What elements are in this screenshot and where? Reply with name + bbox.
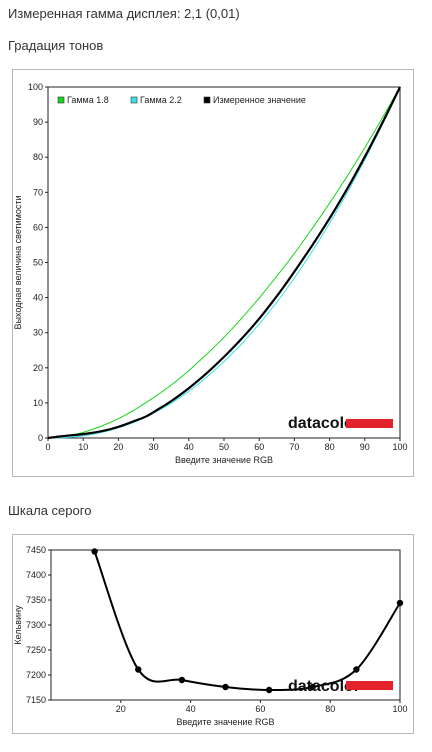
kelvin-point	[222, 683, 229, 691]
gray-y-tick-label: 7300	[26, 620, 46, 630]
tone-x-tick-label: 50	[219, 442, 229, 452]
gray-y-axis-label: Кельвину	[13, 605, 23, 645]
gray-y-tick-label: 7400	[26, 570, 46, 580]
gray-y-tick-label: 7150	[26, 695, 46, 705]
gray-chart: 20 40 60 80 100 7150 7200 7250 7300 7350 7400 7450 В…	[13, 545, 408, 727]
kelvin-point	[353, 666, 360, 673]
datacolor-logo-text-2: datacolor	[288, 678, 360, 695]
tone-y-tick-label: 90	[33, 117, 43, 127]
kelvin-point	[91, 548, 98, 555]
legend-gamma-18-swatch	[57, 96, 65, 104]
gray-y-tick-label: 7450	[26, 545, 46, 555]
kelvin-line	[93, 551, 401, 692]
tone-y-axis-label: Выходная величина светимости	[13, 195, 23, 329]
gray-y-tick-label: 7250	[26, 645, 46, 655]
tone-y-tick-label: 10	[33, 398, 43, 408]
tone-y-tick-label: 80	[33, 152, 43, 162]
datacolor-logo-bar-2	[346, 681, 393, 690]
gray-x-tick-label: 100	[392, 704, 407, 714]
tone-chart-panel: 0 10 20 30 40 50 60 70 80 90 100 0 10 20 30 40 50 60 70 80 9…	[12, 69, 414, 477]
tone-x-tick-label: 20	[113, 442, 123, 452]
gray-x-axis-label: Введите значение RGB	[177, 717, 275, 727]
legend-gamma-22-swatch	[130, 96, 138, 104]
legend-gamma-18-label: Гамма 1.8	[67, 95, 109, 105]
gray-x-tick-label: 60	[255, 704, 265, 714]
kelvin-point	[135, 666, 142, 673]
legend-measured-label: Измеренное значение	[213, 95, 306, 105]
tone-x-tick-label: 10	[78, 442, 88, 452]
tone-y-tick-label: 50	[33, 258, 43, 268]
tone-plot-frame	[47, 86, 401, 439]
tone-x-tick-label: 90	[360, 442, 370, 452]
tone-x-tick-label: 0	[45, 442, 50, 452]
tone-y-tick-label: 40	[33, 293, 43, 303]
tone-y-tick-label: 70	[33, 187, 43, 197]
gray-chart-panel: 20 40 60 80 100 7150 7200 7250 7300 7350 7400 7450 В…	[12, 534, 414, 734]
gamma-22-line	[47, 86, 401, 439]
datacolor-logo-bar	[346, 419, 393, 428]
tone-x-axis-label: Введите значение RGB	[175, 455, 273, 465]
tone-chart: 0 10 20 30 40 50 60 70 80 90 100 0 10 20 30 40 50 60 70 80 9…	[13, 82, 408, 465]
gray-y-tick-label: 7200	[26, 670, 46, 680]
tone-x-tick-label: 80	[325, 442, 335, 452]
tone-y-tick-label: 0	[38, 433, 43, 443]
tone-x-tick-label: 60	[254, 442, 264, 452]
gray-x-tick-label: 40	[186, 704, 196, 714]
datacolor-logo-text: datacolor	[288, 415, 360, 432]
legend-measured-swatch	[203, 96, 211, 104]
tone-x-tick-label: 40	[184, 442, 194, 452]
gamma-18-line	[47, 86, 401, 439]
gray-section-title: Шкала серого	[8, 503, 92, 518]
gray-x-tick-label: 20	[116, 704, 126, 714]
kelvin-point	[265, 686, 273, 694]
gray-x-tick-label: 80	[325, 704, 335, 714]
tone-y-tick-label: 20	[33, 363, 43, 373]
tone-y-tick-label: 30	[33, 328, 43, 338]
measured-gamma-text: Измеренная гамма дисплея: 2,1 (0,01)	[8, 6, 240, 21]
kelvin-point	[309, 683, 316, 691]
kelvin-point	[396, 599, 404, 607]
tone-x-tick-label: 30	[149, 442, 159, 452]
gray-y-tick-label: 7350	[26, 595, 46, 605]
measured-line	[47, 86, 401, 440]
tone-y-tick-label: 60	[33, 222, 43, 232]
legend-gamma-22-label: Гамма 2.2	[140, 95, 182, 105]
tone-x-tick-label: 100	[392, 442, 407, 452]
tone-section-title: Градация тонов	[8, 38, 104, 53]
kelvin-point	[178, 676, 186, 684]
tone-y-tick-label: 100	[28, 82, 43, 92]
tone-x-tick-label: 70	[289, 442, 299, 452]
